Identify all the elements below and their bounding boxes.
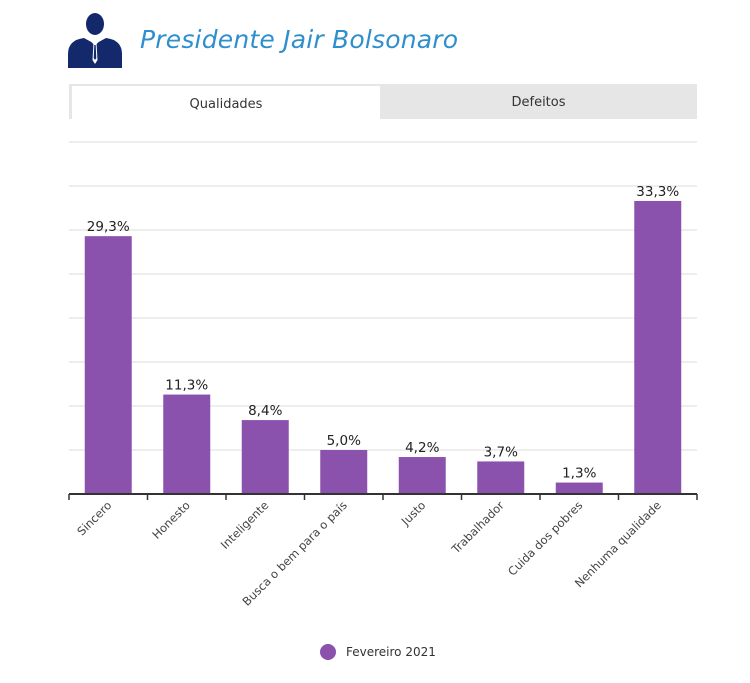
bar — [398, 457, 446, 494]
category-label: Sincero — [74, 498, 114, 538]
legend-label: Fevereiro 2021 — [346, 645, 436, 659]
tab-defeitos[interactable]: Defeitos — [511, 95, 566, 110]
person-suit-icon — [68, 13, 122, 68]
category-label: Inteligente — [218, 498, 272, 552]
bar — [634, 200, 682, 494]
data-label: 1,3% — [562, 466, 596, 482]
bar — [320, 450, 368, 494]
legend[interactable]: Fevereiro 2021 — [320, 644, 436, 660]
bar — [163, 394, 211, 494]
data-label: 8,4% — [248, 403, 282, 419]
category-label: Trabalhador — [448, 498, 507, 557]
page-title: Presidente Jair Bolsonaro — [140, 24, 459, 54]
data-label: 11,3% — [165, 378, 208, 394]
bar — [241, 420, 289, 494]
bar-chart: 29,3% Sincero 11,3% Honesto 8,4% Inteligente 5… — [68, 141, 698, 609]
data-label: 4,2% — [405, 440, 439, 456]
chart-header: Presidente Jair Bolsonaro — [66, 8, 458, 70]
legend-marker — [320, 644, 336, 660]
data-label: 5,0% — [327, 433, 361, 449]
category-label: Justo — [398, 498, 429, 529]
bar — [84, 236, 132, 494]
data-label: 29,3% — [87, 219, 130, 235]
category-label: Honesto — [149, 498, 193, 542]
bar — [555, 482, 603, 494]
category-label: Nenhuma qualidade — [572, 498, 664, 590]
tab-bar: Qualidades Defeitos — [69, 84, 697, 119]
data-label: 3,7% — [484, 444, 518, 460]
category-label: Cuida dos pobres — [505, 498, 585, 578]
data-label: 33,3% — [636, 184, 679, 200]
bar — [477, 461, 525, 494]
tab-qualidades[interactable]: Qualidades — [72, 84, 380, 119]
